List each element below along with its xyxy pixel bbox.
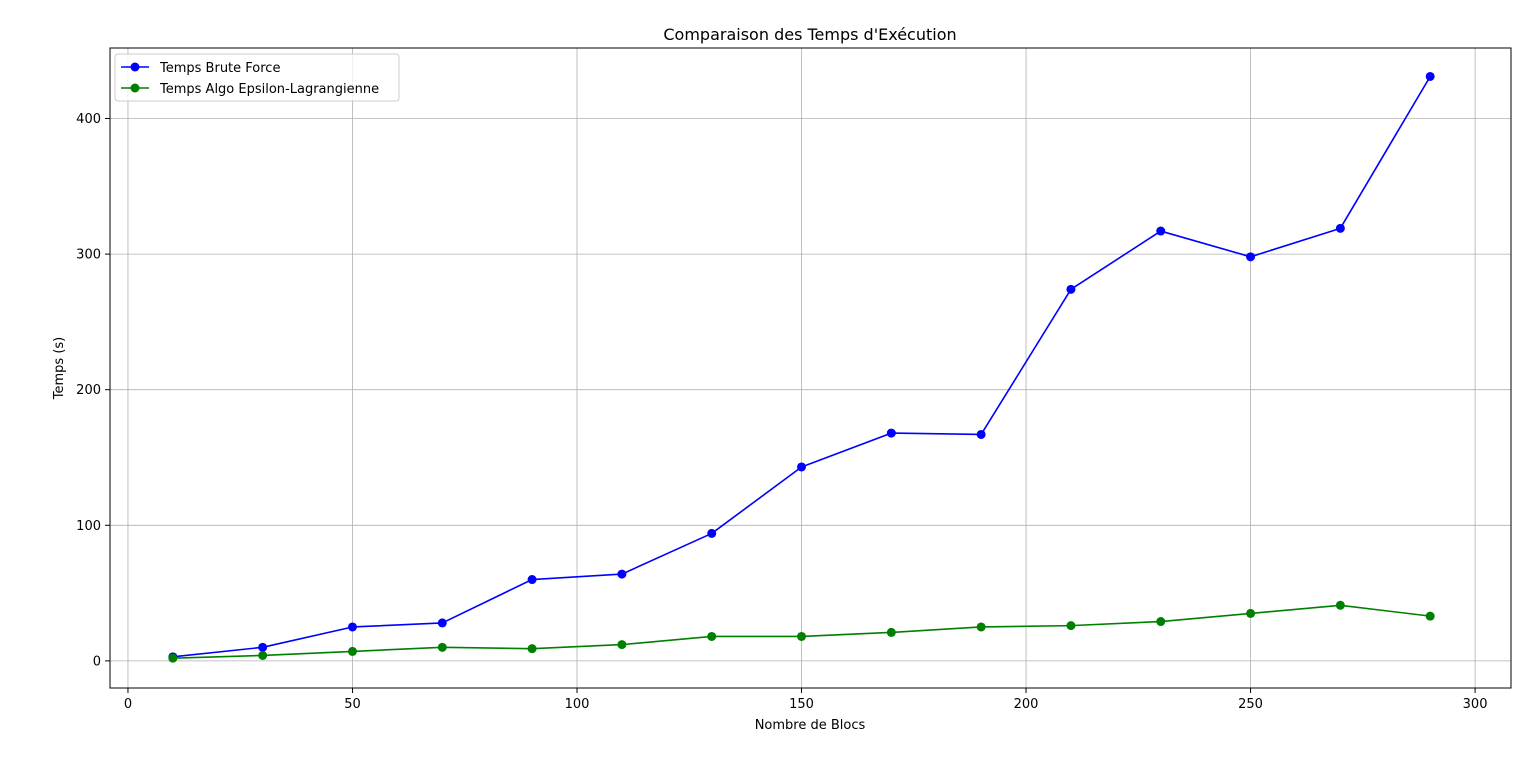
x-tick-label: 200	[1014, 697, 1039, 712]
y-tick-label: 300	[76, 248, 101, 263]
series-1-point	[1246, 608, 1256, 618]
series-layer	[168, 71, 1435, 663]
series-0-point	[527, 575, 537, 585]
axes: 0 50 100 150 200 250 300 0 100 200 300 400	[76, 47, 1512, 712]
series-1-point	[1335, 600, 1345, 610]
x-tick-label: 150	[789, 697, 814, 712]
legend: Temps Brute Force Temps Algo Epsilon-Lag…	[114, 53, 400, 102]
y-tick-label: 100	[76, 519, 101, 534]
series-0-point	[1335, 223, 1345, 233]
legend-marker-epsilon	[130, 83, 140, 93]
legend-label-epsilon: Temps Algo Epsilon-Lagrangienne	[159, 82, 379, 97]
x-tick-label: 50	[344, 697, 361, 712]
series-0-point	[258, 642, 268, 652]
series-0-point	[1425, 71, 1435, 81]
series-1-point	[1066, 621, 1076, 631]
series-1-point	[1425, 611, 1435, 621]
x-tick-label: 100	[565, 697, 590, 712]
x-tick-label: 0	[124, 697, 132, 712]
series-0-point	[437, 618, 447, 628]
legend-marker-brute-force	[130, 62, 140, 72]
y-tick-label: 400	[76, 112, 101, 127]
plot-frame	[109, 47, 1512, 689]
x-axis-label: Nombre de Blocs	[755, 718, 866, 733]
series-1-point	[886, 627, 896, 637]
series-0-point	[707, 528, 717, 538]
series-0-point	[1246, 252, 1256, 262]
legend-label-brute-force: Temps Brute Force	[159, 61, 280, 76]
x-tick-label: 250	[1238, 697, 1263, 712]
series-0-point	[1156, 226, 1166, 236]
series-1-point	[797, 631, 807, 641]
series-1-point	[976, 622, 986, 632]
series-0-point	[976, 429, 986, 439]
legend-box	[114, 53, 400, 102]
series-1-point	[707, 631, 717, 641]
series-1-point	[527, 644, 537, 654]
chart-title: Comparaison des Temps d'Exécution	[663, 25, 956, 44]
y-axis-label: Temps (s)	[52, 337, 67, 400]
series-0-point	[1066, 284, 1076, 294]
y-tick-label: 200	[76, 383, 101, 398]
series-1-point	[617, 640, 627, 650]
series-0-point	[886, 428, 896, 438]
series-0-point	[797, 462, 807, 472]
series-1-point	[258, 650, 268, 660]
x-tick-label: 300	[1463, 697, 1488, 712]
series-1-point	[347, 646, 357, 656]
grid	[110, 48, 1511, 688]
series-0-point	[617, 569, 627, 579]
y-tick-label: 0	[93, 654, 101, 669]
series-0-point	[347, 622, 357, 632]
series-1-point	[168, 653, 178, 663]
series-1-point	[437, 642, 447, 652]
series-1-point	[1156, 617, 1166, 627]
